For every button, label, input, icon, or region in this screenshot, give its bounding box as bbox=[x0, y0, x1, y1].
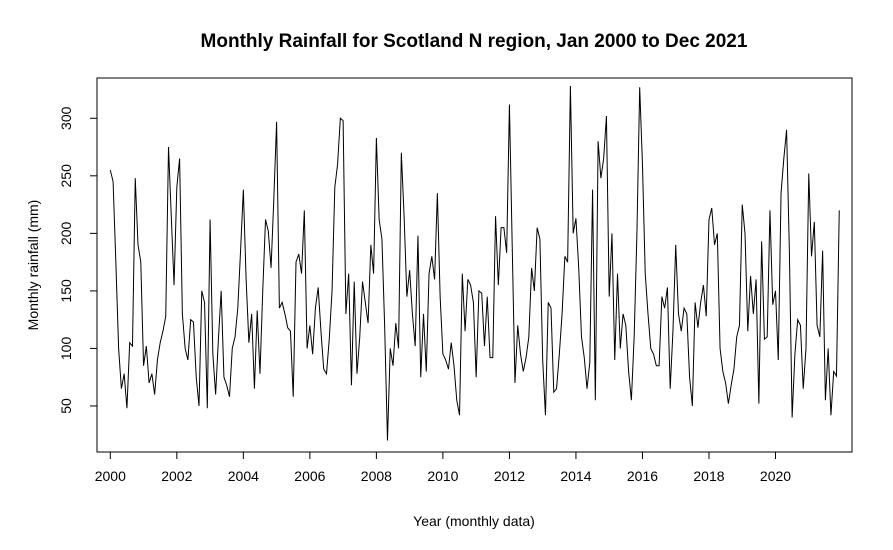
x-tick-label: 2008 bbox=[361, 468, 392, 484]
y-axis-label: Monthly rainfall (mm) bbox=[25, 200, 41, 331]
x-tick-label: 2004 bbox=[228, 468, 259, 484]
chart-title: Monthly Rainfall for Scotland N region, … bbox=[201, 31, 748, 52]
x-tick-label: 2020 bbox=[760, 468, 791, 484]
y-tick-label: 50 bbox=[58, 398, 74, 414]
x-tick-label: 2002 bbox=[161, 468, 192, 484]
x-tick-label: 2010 bbox=[427, 468, 458, 484]
rainfall-series-line bbox=[109, 86, 840, 441]
x-axis-label: Year (monthly data) bbox=[413, 513, 535, 529]
y-tick-label: 200 bbox=[58, 221, 74, 245]
series-group bbox=[109, 86, 840, 441]
x-tick-label: 2018 bbox=[693, 468, 724, 484]
y-tick-label: 250 bbox=[58, 164, 74, 188]
x-tick-label: 2014 bbox=[560, 468, 591, 484]
x-tick-label: 2012 bbox=[494, 468, 525, 484]
y-axis: 50 100 150 200 250 300 bbox=[58, 106, 98, 414]
x-axis: 2000 2002 2004 2006 2008 2010 2012 2014 2016 2018… bbox=[95, 451, 791, 484]
y-tick-label: 150 bbox=[58, 279, 74, 303]
x-tick-label: 2016 bbox=[627, 468, 658, 484]
x-tick-label: 2000 bbox=[95, 468, 126, 484]
plot-frame bbox=[96, 77, 853, 453]
x-tick-label: 2006 bbox=[294, 468, 325, 484]
y-tick-label: 100 bbox=[58, 337, 74, 361]
y-tick-label: 300 bbox=[58, 106, 74, 130]
